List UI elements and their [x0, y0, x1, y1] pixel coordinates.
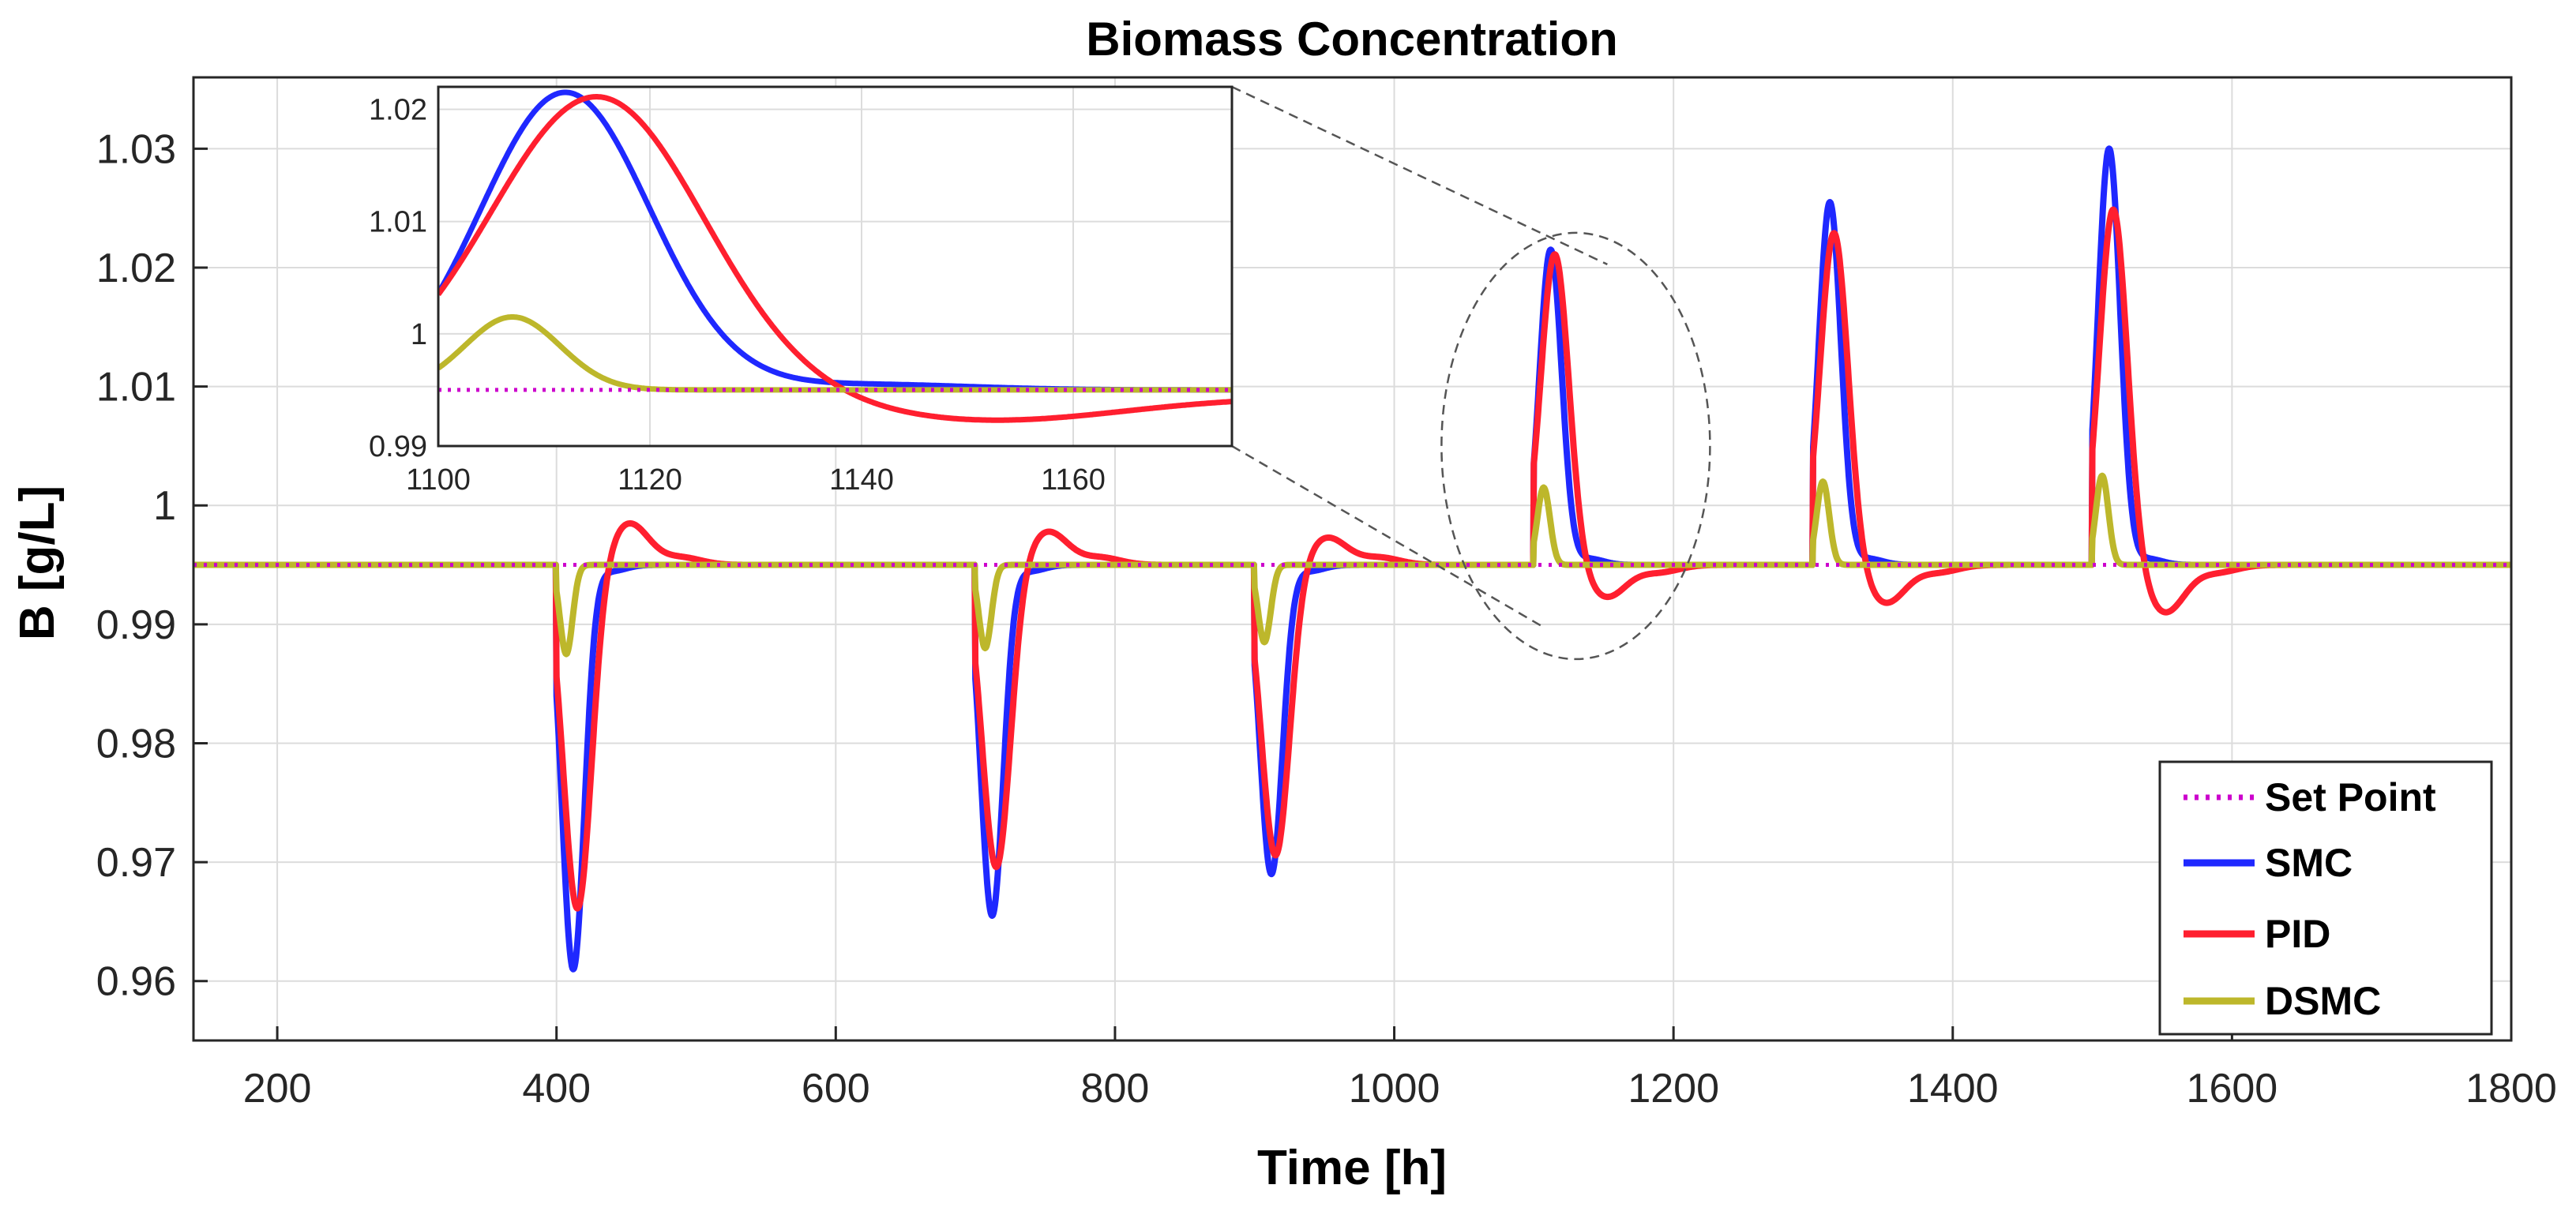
x-tick-label: 800 [1081, 1066, 1150, 1112]
legend-label-pid: PID [2265, 912, 2330, 956]
x-tick-label: 1200 [1628, 1066, 1719, 1112]
inset-y-tick-label: 1.01 [369, 206, 427, 239]
y-tick-label: 0.98 [96, 721, 176, 767]
zoom-annotation [1231, 85, 1711, 661]
x-axis-ticks: 200 400 600 800 1000 1200 1400 1600 1800 [243, 1026, 2557, 1112]
x-tick-label: 1600 [2187, 1066, 2278, 1112]
inset-x-tick-label: 1120 [618, 463, 682, 497]
y-tick-label: 1.01 [96, 365, 176, 411]
inset-x-ticks: 1100 1120 1140 1160 [406, 463, 1106, 497]
zoom-ellipse [1440, 231, 1711, 661]
inset-x-tick-label: 1160 [1041, 463, 1106, 497]
x-tick-label: 400 [522, 1066, 591, 1112]
inset-series [438, 89, 1232, 423]
y-axis-label: B [g/L] [10, 486, 65, 640]
y-axis-ticks: 0.96 0.97 0.98 0.99 1 1.01 1.02 1.03 [96, 126, 208, 1005]
x-tick-label: 200 [243, 1066, 312, 1112]
series-line-pid [190, 206, 2514, 912]
legend-label-set-point: Set Point [2265, 775, 2436, 819]
y-tick-label: 0.96 [96, 959, 176, 1005]
inset-y-tick-label: 1 [411, 318, 427, 351]
zoom-connector-top [1231, 85, 1608, 266]
legend: Set Point SMC PID DSMC [2158, 760, 2493, 1036]
x-tick-label: 600 [802, 1066, 870, 1112]
y-tick-label: 1 [153, 483, 176, 529]
inset-y-ticks: 0.99 1 1.01 1.02 [369, 93, 427, 463]
inset-y-tick-label: 0.99 [369, 430, 427, 463]
main-series [190, 145, 2514, 973]
y-tick-label: 0.97 [96, 840, 176, 886]
chart-title: Biomass Concentration [1086, 13, 1617, 66]
legend-box [2158, 760, 2493, 1036]
y-tick-label: 1.02 [96, 246, 176, 291]
y-tick-label: 0.99 [96, 602, 176, 648]
inset-y-tick-label: 1.02 [369, 93, 427, 126]
x-tick-label: 1000 [1349, 1066, 1440, 1112]
inset-series-line-pid [438, 94, 1232, 423]
legend-label-dsmc: DSMC [2265, 979, 2381, 1023]
y-tick-label: 1.03 [96, 126, 176, 172]
main-plot-frame [192, 76, 2513, 1042]
inset-x-tick-label: 1140 [829, 463, 894, 497]
inset-frame [437, 85, 1234, 448]
zoom-connector-bottom [1231, 444, 1545, 628]
x-axis-label: Time [h] [1257, 1141, 1447, 1195]
inset-series-line-dsmc [438, 314, 1232, 393]
legend-label-smc: SMC [2265, 841, 2353, 885]
x-tick-label: 1400 [1907, 1066, 1999, 1112]
x-tick-label: 1800 [2465, 1066, 2557, 1112]
inset-x-tick-label: 1100 [406, 463, 471, 497]
